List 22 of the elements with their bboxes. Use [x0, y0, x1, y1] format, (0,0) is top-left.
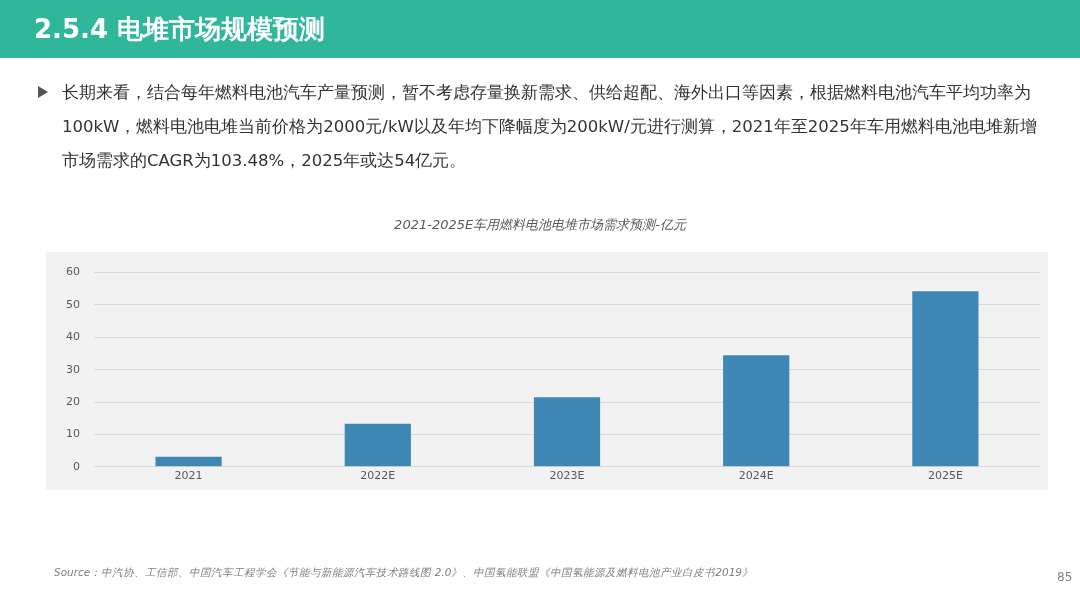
- bar: [912, 291, 979, 467]
- x-tick-label: 2023E: [549, 469, 585, 483]
- y-tick-label: 20: [66, 394, 80, 408]
- bar: [533, 397, 601, 467]
- chart-title: 2021-2025E车用燃料电池电堆市场需求预测-亿元: [393, 216, 688, 234]
- y-tick-label: 30: [66, 362, 80, 376]
- text: 85: [1057, 570, 1073, 584]
- bar: [155, 456, 222, 467]
- text: 2.5.4 电堆市场规模预测: [34, 13, 326, 46]
- bar: [344, 423, 411, 467]
- x-tick-label: 2021: [174, 469, 203, 483]
- x-tick-label: 2022E: [360, 469, 396, 483]
- y-tick-label: 0: [73, 459, 80, 473]
- y-tick-label: 50: [66, 297, 80, 311]
- source-note: Source：中汽协、工信部、中国汽车工程学会《节能与新能源汽车技术路线图 2.0》、中国氢能联盟《中国氢能源及燃料电池产业白皮书2019》: [54, 566, 754, 580]
- y-tick-label: 40: [66, 330, 80, 344]
- x-tick-label: 2025E: [927, 469, 963, 483]
- y-tick-label: 10: [66, 427, 80, 441]
- y-tick-label: 60: [66, 265, 80, 279]
- bar: [723, 355, 790, 467]
- text: 长期来看，结合每年燃料电池汽车产量预测，暂不考虑存量换新需求、供给超配、海外出口等因素，根据燃料电池汽车平均功率为100kW，燃料电池电堆当前价格为2000元/kW以及年均下降幅度为200kW/元进行测算，2021年至2025年车用燃料电池电堆新增市场需求的CAGR为103.48%，2025年或达54亿元。: [62, 82, 1038, 172]
- x-tick-label: 2024E: [738, 469, 774, 483]
